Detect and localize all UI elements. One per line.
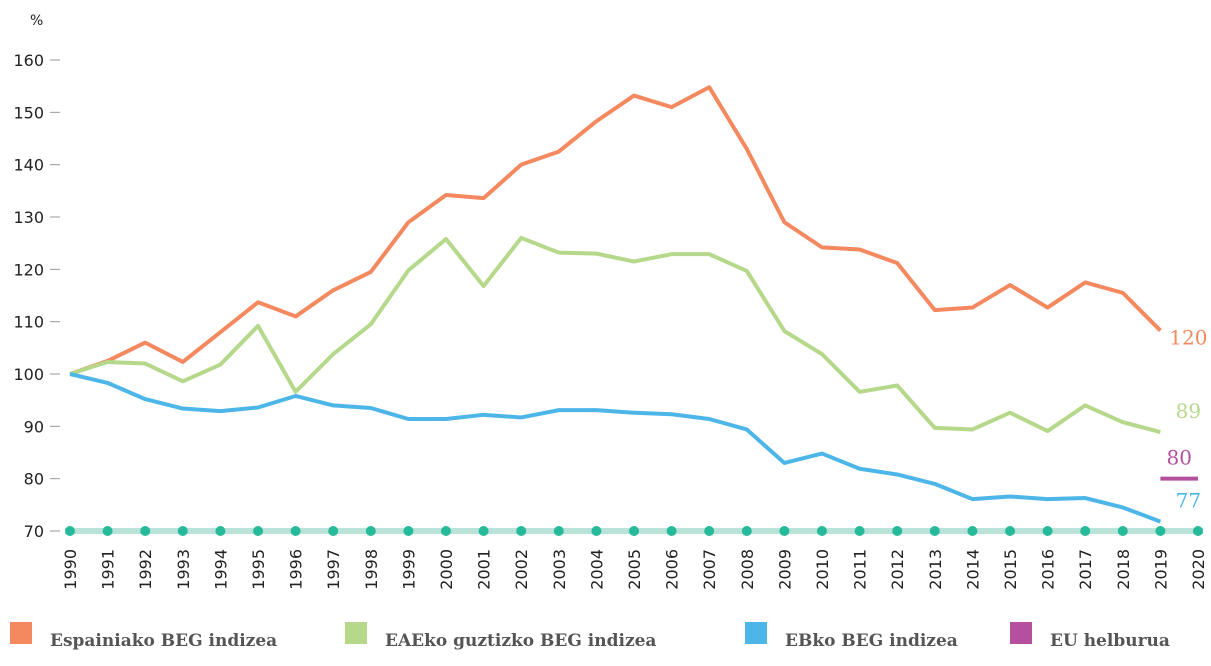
x-dot: [365, 526, 376, 536]
x-tick-label: 2004: [587, 549, 606, 590]
x-tick-label: 2003: [550, 549, 569, 590]
x-dot: [403, 526, 414, 536]
legend-label: EAEko guztizko BEG indizea: [385, 631, 656, 651]
x-dot: [177, 526, 188, 536]
y-tick-label: 70: [24, 522, 44, 541]
x-dot: [102, 526, 113, 536]
x-tick-label: 2008: [738, 549, 757, 590]
legend-swatch: [745, 622, 767, 644]
y-tick-label: 150: [13, 103, 44, 122]
y-tick-label: 120: [13, 260, 44, 279]
x-dot: [704, 526, 715, 536]
x-dot: [967, 526, 978, 536]
x-dot: [65, 526, 75, 536]
x-dot: [1080, 526, 1091, 536]
x-tick-label: 1994: [211, 549, 230, 590]
y-tick-label: 100: [13, 365, 44, 384]
series-line: [69, 85, 1162, 376]
y-unit: %: [30, 13, 43, 29]
x-dot: [1005, 526, 1015, 536]
legend-swatch: [345, 622, 367, 644]
x-tick-label: 2007: [700, 549, 719, 590]
end-label: 120: [1169, 326, 1207, 350]
x-tick-label: 2000: [437, 549, 456, 590]
x-tick-label: 2017: [1076, 549, 1095, 590]
x-dot: [1155, 526, 1166, 536]
y-tick-label: 110: [13, 313, 44, 332]
x-tick-label: 2020: [1189, 549, 1208, 590]
x-tick-label: 1990: [61, 549, 80, 590]
x-tick-label: 2012: [888, 549, 907, 590]
y-tick-label: 80: [24, 470, 44, 489]
x-dot: [591, 526, 602, 536]
x-dot: [1042, 526, 1053, 536]
x-dot: [666, 526, 677, 536]
end-label: 80: [1166, 446, 1191, 470]
x-tick-label: 2011: [851, 549, 870, 590]
x-dot: [290, 526, 301, 536]
legend-label: EBko BEG indizea: [785, 631, 958, 651]
x-tick-label: 1992: [136, 549, 155, 590]
legend-swatch: [1010, 622, 1032, 644]
x-tick-label: 2013: [926, 549, 945, 590]
x-dot: [553, 526, 564, 536]
y-tick-label: 140: [13, 156, 44, 175]
x-dot: [328, 526, 339, 536]
x-tick-label: 1996: [287, 549, 306, 590]
x-dot: [854, 526, 865, 536]
x-dot: [478, 526, 489, 536]
x-dot: [516, 526, 527, 536]
series-line: [69, 372, 1162, 524]
x-tick-label: 2001: [475, 549, 494, 590]
end-label: 89: [1176, 399, 1201, 423]
y-tick-label: 90: [24, 417, 44, 436]
x-dot: [140, 526, 151, 536]
x-tick-label: 2014: [963, 549, 982, 590]
x-tick-label: 2016: [1039, 549, 1058, 590]
legend-label: EU helburua: [1050, 631, 1170, 651]
x-tick-label: 2010: [813, 549, 832, 590]
x-dot: [215, 526, 226, 536]
x-dot: [1117, 526, 1128, 536]
legend-swatch: [10, 622, 32, 644]
x-tick-label: 2019: [1151, 549, 1170, 590]
x-dot: [629, 526, 639, 536]
x-tick-label: 1991: [99, 549, 118, 590]
x-tick-label: 1993: [174, 549, 193, 590]
series-line: [69, 235, 1161, 435]
x-dot: [441, 526, 451, 536]
y-tick-label: 130: [13, 208, 44, 227]
end-label: 77: [1176, 489, 1201, 513]
legend-label: Espainiako BEG indizea: [50, 631, 277, 651]
x-dot: [779, 526, 790, 536]
x-tick-label: 2005: [625, 549, 644, 590]
x-dot: [253, 526, 263, 536]
x-dot: [929, 526, 940, 536]
x-dot: [1193, 526, 1203, 536]
x-tick-label: 2002: [512, 549, 531, 590]
x-tick-label: 2018: [1114, 549, 1133, 590]
x-tick-label: 2009: [775, 549, 794, 590]
x-tick-label: 1999: [399, 549, 418, 590]
x-tick-label: 1997: [324, 549, 343, 590]
x-tick-label: 2015: [1001, 549, 1020, 590]
x-dot: [817, 526, 827, 536]
x-tick-label: 1998: [362, 549, 381, 590]
x-dot: [741, 526, 752, 536]
y-tick-label: 160: [13, 51, 44, 70]
x-tick-label: 2006: [663, 549, 682, 590]
x-dot: [892, 526, 903, 536]
x-tick-label: 1995: [249, 549, 268, 590]
